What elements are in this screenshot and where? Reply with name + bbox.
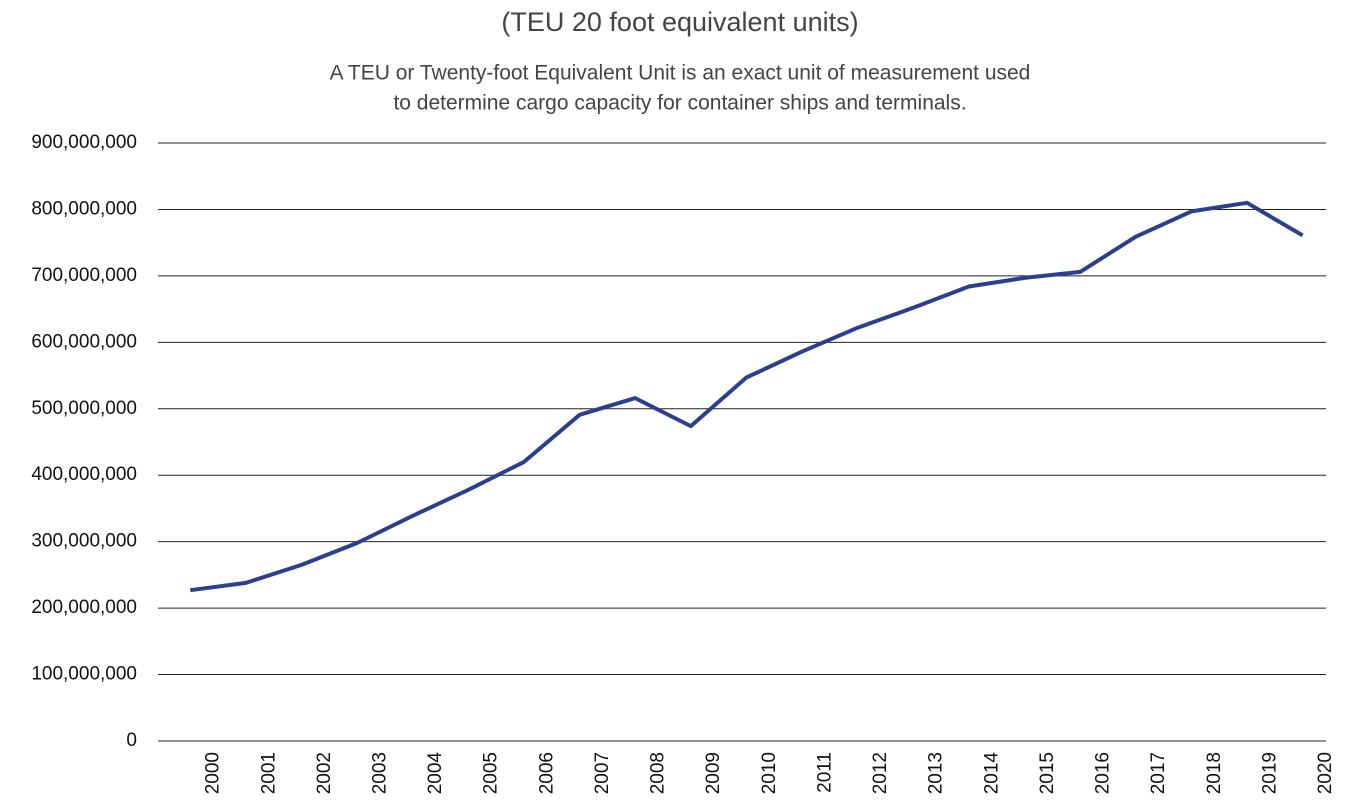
x-tick-label: 2006: [536, 752, 557, 794]
x-tick-label: 2004: [425, 752, 446, 795]
chart-title: (TEU 20 foot equivalent units): [501, 7, 858, 37]
x-tick-label: 2011: [814, 752, 835, 793]
x-tick-label: 2019: [1259, 752, 1280, 794]
x-tick-label: 2020: [1315, 752, 1336, 794]
data-line: [190, 200, 1304, 593]
x-tick-label: 2009: [703, 752, 724, 794]
x-tick-label: 2017: [1148, 752, 1169, 794]
x-tick-label: 2002: [314, 752, 335, 794]
chart-subtitle: A TEU or Twenty-foot Equivalent Unit is …: [330, 62, 1031, 85]
y-tick-label: 300,000,000: [31, 531, 137, 552]
x-tick-label: 2001: [258, 752, 279, 794]
y-tick-label: 200,000,000: [31, 597, 137, 618]
x-tick-label: 2012: [870, 752, 891, 794]
y-tick-label: 400,000,000: [31, 464, 137, 485]
x-tick-label: 2015: [1037, 752, 1058, 794]
x-tick-label: 2014: [981, 752, 1002, 795]
x-tick-label: 2003: [369, 752, 390, 794]
x-tick-label: 2005: [481, 752, 502, 794]
x-tick-label: 2013: [926, 752, 947, 794]
x-tick-label: 2000: [203, 752, 224, 794]
y-tick-label: 0: [126, 730, 137, 751]
x-tick-label: 2007: [592, 752, 613, 794]
chart-subtitle: to determine cargo capacity for containe…: [393, 92, 966, 115]
x-tick-label: 2010: [759, 752, 780, 794]
x-tick-label: 2008: [648, 752, 669, 794]
x-tick-label: 2018: [1204, 752, 1225, 794]
y-tick-label: 800,000,000: [31, 198, 137, 219]
y-tick-label: 900,000,000: [31, 132, 137, 153]
y-tick-label: 600,000,000: [31, 331, 137, 352]
x-tick-label: 2016: [1093, 752, 1114, 794]
y-tick-label: 500,000,000: [31, 398, 137, 419]
y-tick-label: 700,000,000: [31, 265, 137, 286]
y-tick-label: 100,000,000: [31, 664, 137, 685]
